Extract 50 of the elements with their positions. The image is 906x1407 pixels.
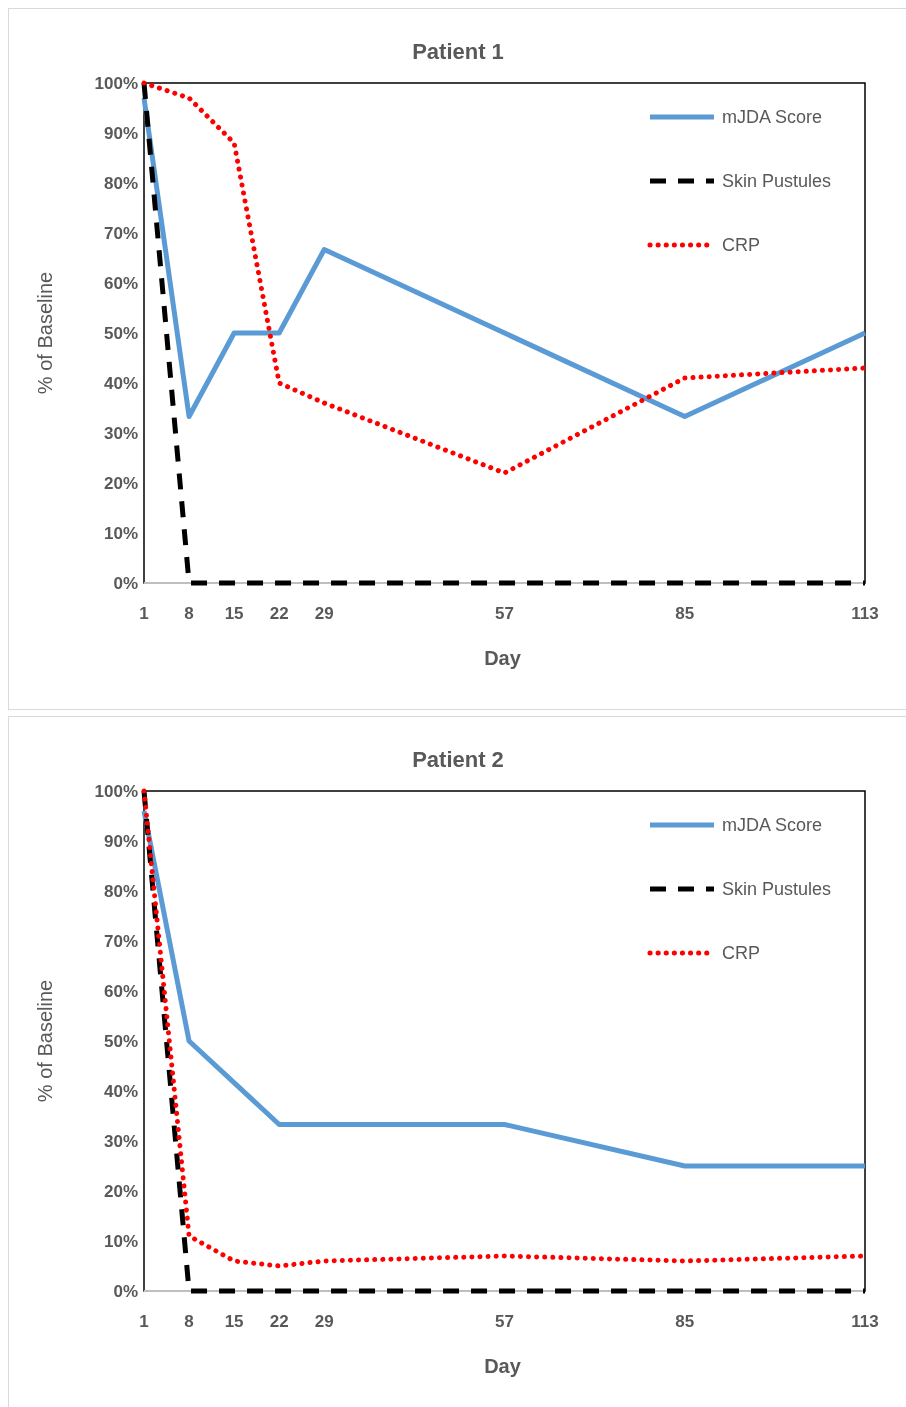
- y-tick-label: 50%: [103, 1031, 138, 1051]
- y-tick-label: 50%: [103, 323, 138, 343]
- legend-label: Skin Pustules: [722, 879, 832, 900]
- y-tick-label: 40%: [103, 1081, 138, 1101]
- x-tick-label: 8: [184, 604, 194, 623]
- x-tick-label: 29: [314, 604, 334, 623]
- y-tick-label: 0%: [113, 1281, 138, 1301]
- x-tick-label: 85: [675, 1312, 695, 1331]
- y-axis-title: % of Baseline: [34, 979, 56, 1103]
- y-tick-label: 30%: [103, 423, 138, 443]
- x-tick-label: 22: [269, 604, 289, 623]
- y-tick-label: 0%: [113, 573, 138, 593]
- x-tick-label: 113: [851, 604, 879, 623]
- y-tick-label: 90%: [103, 123, 138, 143]
- x-tick-label: 57: [495, 1312, 514, 1331]
- legend-label: mJDA Score: [722, 107, 823, 128]
- x-tick-label: 29: [314, 1312, 334, 1331]
- legend-label: mJDA Score: [722, 815, 823, 836]
- y-tick-label: 90%: [103, 831, 138, 851]
- chart-title: Patient 1: [412, 39, 504, 64]
- y-tick-label: 100%: [94, 73, 138, 93]
- x-axis-title: Day: [484, 647, 522, 669]
- x-tick-label: 57: [495, 604, 514, 623]
- y-tick-label: 80%: [103, 881, 138, 901]
- x-tick-label: 113: [851, 1312, 879, 1331]
- x-tick-label: 22: [269, 1312, 289, 1331]
- x-axis-title: Day: [484, 1355, 522, 1377]
- x-tick-label: 1: [139, 604, 149, 623]
- y-tick-label: 60%: [103, 981, 138, 1001]
- y-tick-label: 30%: [103, 1131, 138, 1151]
- y-tick-label: 80%: [103, 173, 138, 193]
- x-tick-label: 8: [184, 1312, 194, 1331]
- y-tick-label: 100%: [94, 781, 138, 801]
- y-tick-label: 20%: [103, 473, 138, 493]
- x-tick-label: 15: [224, 1312, 244, 1331]
- x-tick-label: 85: [675, 604, 695, 623]
- x-tick-label: 1: [139, 1312, 149, 1331]
- y-tick-label: 70%: [103, 223, 138, 243]
- y-tick-label: 70%: [103, 931, 138, 951]
- y-axis-title: % of Baseline: [34, 271, 56, 395]
- legend-label: Skin Pustules: [722, 171, 832, 192]
- x-tick-label: 15: [224, 604, 244, 623]
- legend-label: CRP: [722, 235, 761, 256]
- legend-label: CRP: [722, 943, 761, 964]
- y-tick-label: 40%: [103, 373, 138, 393]
- y-tick-label: 10%: [103, 523, 138, 543]
- chart-title: Patient 2: [412, 747, 504, 772]
- y-tick-label: 60%: [103, 273, 138, 293]
- y-tick-label: 20%: [103, 1181, 138, 1201]
- y-tick-label: 10%: [103, 1231, 138, 1251]
